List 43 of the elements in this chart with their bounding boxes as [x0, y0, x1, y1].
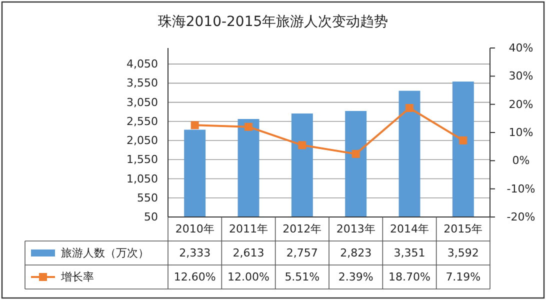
y2-tick-label: 40%	[508, 42, 534, 54]
x-tick-label: 2010年	[175, 222, 214, 236]
data-label: 2,613	[232, 246, 264, 260]
y-tick-label: 2,550	[126, 114, 158, 128]
data-label: 3,592	[447, 246, 479, 260]
data-label: 2,333	[179, 246, 211, 260]
y-tick-label: 50	[144, 210, 158, 224]
y2-tick-label: 20%	[508, 98, 534, 111]
data-label: 5.51%	[284, 270, 320, 284]
y2-tick-label: -10%	[506, 182, 536, 196]
y-tick-label: 2,050	[126, 134, 158, 148]
y-tick-label: 550	[137, 191, 158, 204]
data-label: 2,757	[286, 246, 318, 260]
y2-tick-label: 30%	[508, 70, 534, 83]
x-tick-label: 2013年	[336, 222, 376, 236]
data-label: 12.60%	[174, 270, 216, 284]
y-tick-label: 1,050	[126, 172, 158, 186]
y-tick-label: 1,550	[126, 153, 158, 166]
x-tick-label: 2014年	[390, 222, 429, 236]
y-tick-label: 3,050	[126, 96, 158, 109]
x-tick-label: 2011年	[229, 222, 268, 236]
y2-tick-label: 0%	[512, 154, 530, 168]
data-label: 2.39%	[338, 270, 374, 284]
chart-title: 珠海2010-2015年旅游人次变动趋势	[158, 14, 388, 30]
point	[298, 141, 306, 150]
point	[406, 104, 414, 112]
y-tick-label: 4,050	[126, 58, 158, 71]
data-label: 12.00%	[228, 270, 270, 284]
data-label: 7.19%	[446, 270, 481, 284]
x-tick-label: 2015年	[444, 222, 483, 236]
y2-tick-label: -20%	[506, 210, 536, 224]
data-label: 18.70%	[388, 270, 430, 284]
point	[459, 136, 468, 144]
point	[190, 121, 199, 130]
x-tick-label: 2012年	[282, 222, 322, 236]
data-label: 3,351	[394, 246, 426, 260]
point	[244, 122, 252, 131]
legend-label: 增长率	[60, 270, 94, 284]
data-label: 2,823	[340, 246, 372, 260]
legend-label: 旅游人数（万次）	[61, 246, 149, 260]
y-tick-label: 3,550	[126, 76, 158, 90]
point	[352, 150, 360, 158]
y2-tick-label: 10%	[508, 126, 534, 139]
